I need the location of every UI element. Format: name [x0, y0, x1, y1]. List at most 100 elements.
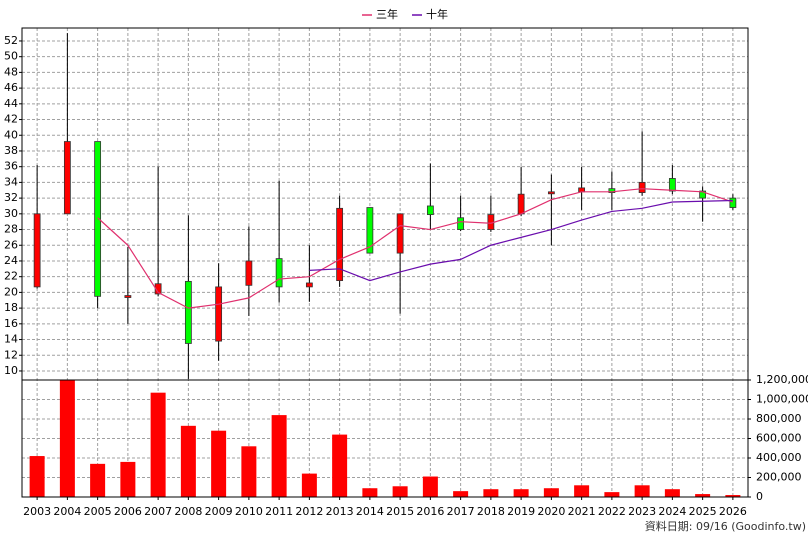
y-tick-label: 22 — [4, 270, 18, 283]
y2-tick-label: 1,000,000 — [756, 393, 808, 406]
volume-bar — [59, 380, 75, 497]
y-tick-label: 38 — [4, 144, 18, 157]
y-tick-label: 26 — [4, 238, 18, 251]
candle-body — [638, 181, 646, 194]
candle-body — [517, 193, 525, 215]
y-tick-label: 14 — [4, 333, 18, 346]
candle-body — [668, 178, 676, 192]
x-tick-label: 2020 — [537, 505, 565, 518]
y-tick-label: 36 — [4, 160, 18, 173]
y-tick-label: 50 — [4, 50, 18, 63]
x-tick-label: 2026 — [719, 505, 747, 518]
x-tick-label: 2025 — [689, 505, 717, 518]
candle-body — [729, 197, 737, 208]
y2-tick-label: 800,000 — [756, 412, 802, 425]
y2-tick-label: 600,000 — [756, 432, 802, 445]
y-tick-label: 52 — [4, 34, 18, 47]
legend-label: 十年 — [426, 7, 448, 21]
y-tick-label: 32 — [4, 191, 18, 204]
x-tick-label: 2008 — [174, 505, 202, 518]
x-tick-label: 2017 — [447, 505, 475, 518]
volume-bar — [725, 495, 741, 497]
candle-body — [426, 205, 434, 216]
y-tick-label: 34 — [4, 175, 18, 188]
plot-frame — [21, 27, 749, 381]
candle-body — [245, 260, 253, 286]
y-tick-label: 20 — [4, 285, 18, 298]
y-tick-label: 24 — [4, 254, 18, 267]
x-tick-label: 2004 — [53, 505, 81, 518]
x-tick-label: 2007 — [144, 505, 172, 518]
candle-body — [366, 207, 374, 254]
candle-body — [699, 190, 707, 199]
y-tick-label: 42 — [4, 113, 18, 126]
volume-bar — [332, 434, 348, 497]
volume-bar — [513, 489, 529, 497]
candle-body — [608, 188, 616, 194]
volume-bar — [120, 461, 136, 497]
candle-body — [33, 213, 41, 288]
y2-tick-label: 400,000 — [756, 451, 802, 464]
x-tick-label: 2013 — [326, 505, 354, 518]
y2-tick-label: 1,200,000 — [756, 373, 808, 386]
ma-line — [309, 199, 733, 282]
candle-body — [184, 280, 192, 344]
x-tick-label: 2023 — [628, 505, 656, 518]
candle-body — [154, 283, 162, 295]
x-tick-label: 2018 — [477, 505, 505, 518]
y-tick-label: 48 — [4, 65, 18, 78]
x-tick-label: 2014 — [356, 505, 384, 518]
volume-bar — [634, 485, 650, 497]
volume-bar — [695, 494, 711, 497]
source-note: 資料日期: 09/16 (Goodinfo.tw) — [645, 519, 806, 533]
candle-body — [275, 258, 283, 288]
x-tick-label: 2021 — [568, 505, 596, 518]
volume-bar — [301, 473, 317, 497]
volume-bar — [604, 492, 620, 497]
volume-bar — [483, 489, 499, 497]
plot-frame — [21, 379, 749, 498]
candle-body — [305, 282, 313, 288]
volume-bar — [211, 430, 227, 497]
candle-body — [63, 141, 71, 215]
x-tick-label: 2024 — [658, 505, 686, 518]
volume-bar — [180, 425, 196, 497]
x-tick-label: 2006 — [114, 505, 142, 518]
x-tick-label: 2003 — [23, 505, 51, 518]
x-tick-label: 2019 — [507, 505, 535, 518]
candle-body — [547, 191, 555, 195]
volume-bar — [90, 463, 106, 497]
y2-tick-label: 200,000 — [756, 471, 802, 484]
y-tick-label: 44 — [4, 97, 18, 110]
y-tick-label: 46 — [4, 81, 18, 94]
volume-bar — [422, 476, 438, 497]
x-tick-label: 2011 — [265, 505, 293, 518]
candle-body — [396, 213, 404, 254]
legend-label: 三年 — [376, 7, 398, 21]
volume-bar — [543, 488, 559, 497]
y-tick-label: 28 — [4, 223, 18, 236]
x-tick-label: 2016 — [416, 505, 444, 518]
volume-bar — [362, 488, 378, 497]
y2-tick-label: 0 — [756, 490, 763, 503]
y-tick-label: 18 — [4, 301, 18, 314]
volume-bar — [574, 485, 590, 497]
y-tick-label: 12 — [4, 348, 18, 361]
volume-bar — [392, 486, 408, 497]
ma-line — [97, 188, 734, 309]
x-tick-label: 2005 — [84, 505, 112, 518]
volume-bar — [150, 392, 166, 497]
candle-body — [336, 207, 344, 282]
x-tick-label: 2022 — [598, 505, 626, 518]
y-tick-label: 10 — [4, 364, 18, 377]
candle-body — [124, 295, 132, 298]
volume-bar — [241, 446, 257, 497]
y-tick-label: 16 — [4, 317, 18, 330]
candle-body — [457, 217, 465, 230]
x-tick-label: 2012 — [295, 505, 323, 518]
volume-bar — [29, 456, 45, 497]
volume-bar — [271, 415, 287, 497]
candle-body — [94, 141, 102, 297]
x-tick-label: 2009 — [205, 505, 233, 518]
